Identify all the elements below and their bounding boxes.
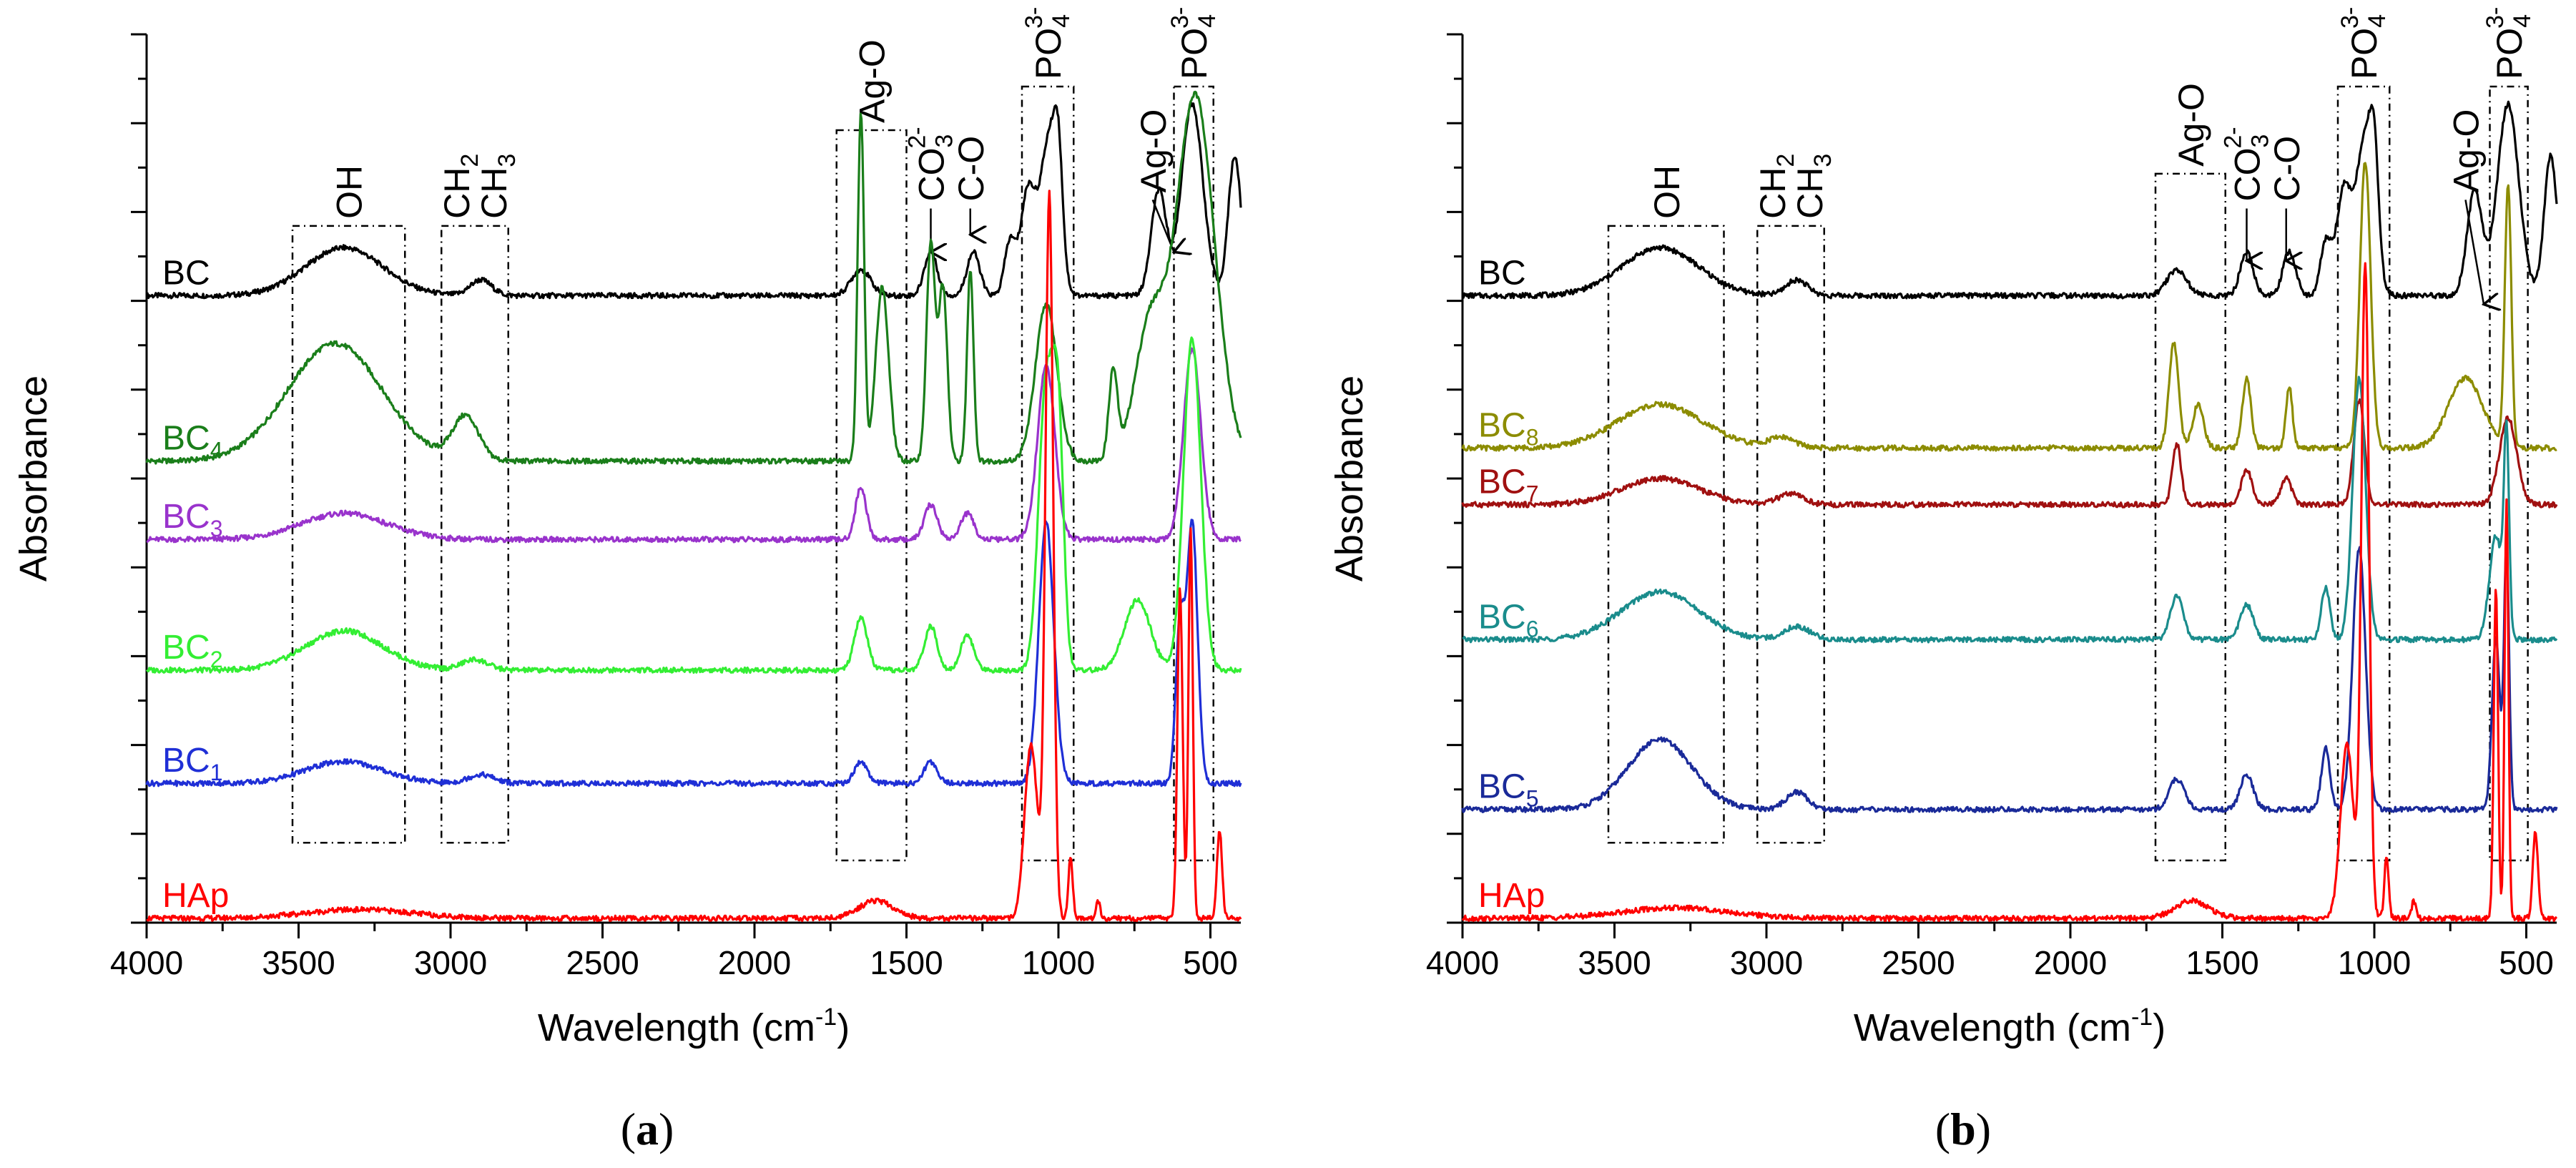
x-tick-label: 1000 bbox=[2338, 944, 2411, 981]
annotation-label: Ag-O bbox=[1134, 109, 1174, 193]
series-line bbox=[146, 190, 1242, 923]
series-line bbox=[146, 347, 1242, 544]
x-tick-label: 3500 bbox=[1578, 944, 1651, 981]
series-label: BC2 bbox=[162, 629, 222, 672]
region-label: Ag-O bbox=[852, 39, 893, 123]
annotation-label: CO32- bbox=[904, 127, 958, 201]
annotation-label: Ag-O bbox=[2447, 109, 2487, 193]
series-line bbox=[1461, 398, 2558, 509]
x-tick-label: 1500 bbox=[870, 944, 943, 981]
series-line bbox=[1461, 162, 2557, 452]
series-line bbox=[1461, 545, 2558, 813]
x-tick-label: 2000 bbox=[718, 944, 791, 981]
series-label: BC4 bbox=[162, 420, 222, 463]
region-label: PO43- bbox=[1021, 7, 1075, 79]
series-line bbox=[145, 90, 1242, 465]
series-label: BC bbox=[162, 254, 210, 292]
region-box bbox=[835, 129, 908, 862]
series-line bbox=[1462, 100, 2558, 300]
x-tick-label: 2500 bbox=[566, 944, 639, 981]
y-axis-title: Absorbance bbox=[1328, 376, 1371, 581]
region-label: OH bbox=[1647, 165, 1687, 219]
series-line bbox=[1462, 376, 2558, 644]
series-label: HAp bbox=[162, 877, 229, 915]
region-label: PO43- bbox=[1166, 7, 1221, 79]
region-box bbox=[441, 225, 509, 844]
region-box bbox=[2154, 172, 2226, 862]
region-label: CH3 bbox=[1790, 154, 1837, 219]
panel-label: (a) bbox=[621, 1104, 674, 1154]
series-label: HAp bbox=[1478, 877, 1545, 915]
x-tick-label: 4000 bbox=[1426, 944, 1499, 981]
region-box bbox=[291, 225, 406, 844]
series-line bbox=[145, 519, 1242, 787]
series-label: BC1 bbox=[162, 742, 222, 785]
x-tick-label: 1500 bbox=[2186, 944, 2258, 981]
series-label: BC5 bbox=[1478, 768, 1538, 812]
x-axis-title: Wavelength (cm-1) bbox=[1854, 1003, 2165, 1049]
panel-b: 4000 3500 3000 2500 2000 1500 1000 500 Wavelengt… bbox=[1328, 7, 2558, 1154]
series-line bbox=[1461, 262, 2558, 923]
x-tick-label: 3000 bbox=[1730, 944, 1803, 981]
series-label: BC bbox=[1478, 254, 1526, 292]
region-label: Ag-O bbox=[2171, 83, 2211, 167]
x-tick-label: 2000 bbox=[2034, 944, 2107, 981]
panel-a: 4000 3500 3000 2500 2000 1500 1000 500 Wavelengt… bbox=[12, 7, 1242, 1154]
x-tick-label: 2500 bbox=[1882, 944, 1955, 981]
x-tick-label: 4000 bbox=[110, 944, 183, 981]
region-label: PO43- bbox=[2482, 7, 2536, 79]
region-label: CH3 bbox=[474, 154, 521, 219]
region-box bbox=[2489, 85, 2529, 862]
y-axis-title: Absorbance bbox=[12, 376, 55, 581]
x-tick-label: 500 bbox=[1183, 944, 1238, 981]
series-line bbox=[145, 102, 1242, 300]
x-tick-label: 3500 bbox=[262, 944, 335, 981]
x-axis-title: Wavelength (cm-1) bbox=[538, 1003, 850, 1049]
region-label: CH2 bbox=[1753, 154, 1799, 219]
x-tick-label: 3000 bbox=[414, 944, 487, 981]
annotation-label: C-O bbox=[2267, 136, 2307, 202]
region-box bbox=[1607, 225, 1725, 844]
x-tick-label: 1000 bbox=[1022, 944, 1095, 981]
region-box bbox=[1173, 85, 1214, 862]
region-label: CH2 bbox=[437, 154, 483, 219]
x-tick-label: 500 bbox=[2499, 944, 2554, 981]
series-label: BC6 bbox=[1478, 598, 1538, 642]
annotation-label: C-O bbox=[951, 136, 991, 202]
annotation-label: CO32- bbox=[2220, 127, 2274, 201]
region-box bbox=[1756, 225, 1825, 844]
region-label: OH bbox=[330, 165, 370, 219]
panel-label: (b) bbox=[1935, 1104, 1991, 1154]
series-label: BC7 bbox=[1478, 463, 1538, 507]
series-label: BC3 bbox=[162, 498, 222, 541]
series-label: BC8 bbox=[1478, 406, 1538, 450]
region-label: PO43- bbox=[2336, 7, 2391, 79]
series-line bbox=[145, 336, 1242, 674]
